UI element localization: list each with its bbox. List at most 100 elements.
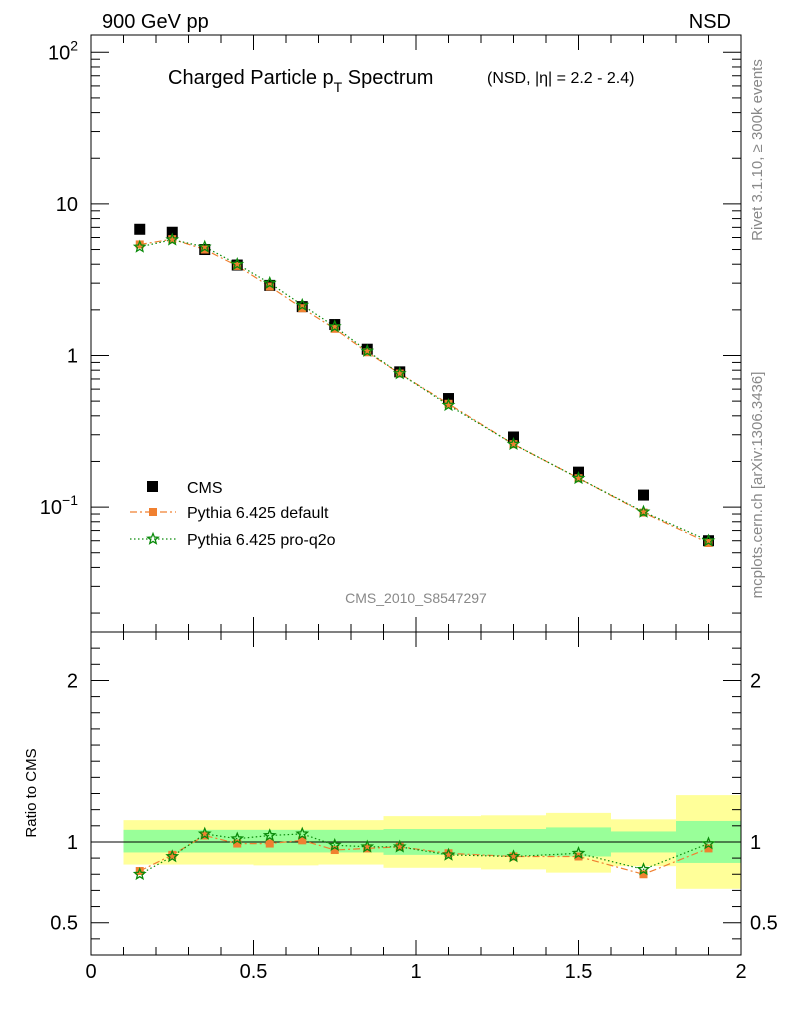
ratio-point-proq2o <box>165 849 180 863</box>
ratio-point-proq2o <box>506 849 521 863</box>
ratio-y-tick-label-right: 2 <box>750 670 761 692</box>
y-tick-label: 10−1 <box>40 492 78 519</box>
x-tick-label: 0.5 <box>240 961 268 983</box>
data-point-default <box>639 508 648 517</box>
ratio-point-default <box>200 831 209 840</box>
chart-title-extra: (NSD, |η| = 2.2 - 2.4) <box>487 70 634 87</box>
legend-marker-proq2o <box>146 531 160 545</box>
y-tick-label-base: 10 <box>40 497 62 519</box>
data-point-proq2o <box>441 397 456 412</box>
data-point-proq2o <box>571 470 586 485</box>
data-point-proq2o <box>360 343 375 357</box>
ratio-y-tick-label: 1 <box>67 832 78 854</box>
data-point-proq2o <box>636 504 651 518</box>
data-point-cms <box>134 223 146 235</box>
y-tick-label-base: 10 <box>56 194 78 216</box>
ratio-point-default <box>509 852 518 861</box>
data-point-default <box>574 474 583 483</box>
chart-title-main: Charged Particle p <box>168 67 334 89</box>
x-axis-labels: 0 0.5 1 1.5 2 <box>85 961 746 983</box>
data-point-default <box>509 440 518 449</box>
chart-title: Charged Particle pT Spectrum <box>168 67 433 95</box>
legend-label-cms: CMS <box>187 480 223 497</box>
data-point-proq2o <box>392 366 407 380</box>
ratio-line <box>139 834 709 875</box>
data-point-proq2o <box>295 297 310 311</box>
y-tick-label-exp: 2 <box>70 37 78 53</box>
data-point-default <box>444 399 453 408</box>
legend-label-default: Pythia 6.425 default <box>187 505 329 522</box>
ratio-point-proq2o <box>701 836 716 850</box>
ratio-point-default <box>265 839 274 848</box>
data-point-proq2o <box>197 239 212 253</box>
ratio-point-default <box>639 870 648 879</box>
data-point-default <box>265 282 274 291</box>
ratio-point-proq2o <box>392 839 407 853</box>
data-point-proq2o <box>132 239 147 253</box>
ratio-point-proq2o <box>132 866 147 881</box>
ratio-point-proq2o <box>295 826 310 840</box>
ratio-point-default <box>233 839 242 848</box>
main-marks <box>132 223 716 547</box>
ratio-y-tick-label: 0.5 <box>50 913 78 935</box>
chart-title-sub: T <box>334 79 343 95</box>
ratio-y-tick-label-right: 1 <box>750 832 761 854</box>
ratio-point-default <box>135 867 144 876</box>
ratio-point-proq2o <box>230 831 245 845</box>
ratio-panel: 0.5 0.5 1 1 2 2 Ratio to CMS <box>23 631 778 956</box>
y-tick-label: 10 <box>56 194 78 216</box>
y-tick-label-base: 10 <box>48 42 70 64</box>
ratio-point-default <box>444 849 453 858</box>
ratio-point-default <box>363 844 372 853</box>
ratio-point-proq2o <box>360 839 375 853</box>
ratio-point-proq2o <box>197 826 212 840</box>
chart-title-main2: Spectrum <box>342 67 433 89</box>
x-tick-label: 1 <box>410 961 421 983</box>
x-tick-label: 2 <box>735 961 746 983</box>
data-point-proq2o <box>701 533 716 547</box>
legend: CMS Pythia 6.425 default Pythia 6.425 pr… <box>130 480 336 549</box>
legend-label-proq2o: Pythia 6.425 pro-q2o <box>187 532 336 549</box>
ratio-axes: 0.5 0.5 1 1 2 2 <box>50 632 778 955</box>
x-tick-label: 1.5 <box>565 961 593 983</box>
header-left: 900 GeV pp <box>102 11 209 33</box>
data-point-proq2o <box>230 256 245 271</box>
legend-marker-default <box>149 508 157 516</box>
ratio-line <box>139 833 709 875</box>
y-tick-label: 102 <box>48 37 78 64</box>
band-inner <box>156 829 189 853</box>
ratio-point-default <box>168 850 177 859</box>
mcplots-label: mcplots.cern.ch [arXiv:1306.3436] <box>749 372 766 599</box>
data-point-proq2o <box>262 275 277 290</box>
data-point-cms <box>638 489 649 501</box>
data-point-proq2o <box>327 319 342 333</box>
band-inner <box>123 829 156 853</box>
ratio-point-default <box>395 842 404 851</box>
y-tick-label-base: 1 <box>67 345 78 367</box>
series-line <box>139 239 709 542</box>
ratio-point-proq2o <box>327 837 342 852</box>
series-line <box>139 238 709 544</box>
ratio-point-default <box>298 836 307 845</box>
ratio-point-proq2o <box>636 862 651 876</box>
ratio-frame <box>90 631 742 956</box>
ratio-y-tick-label-right: 0.5 <box>750 913 778 935</box>
y-tick-label: 1 <box>67 345 78 367</box>
ratio-point-default <box>574 852 583 861</box>
x-tick-label: 0 <box>85 961 96 983</box>
data-point-default <box>135 240 144 249</box>
ratio-point-proq2o <box>571 845 586 860</box>
data-point-default <box>363 348 372 357</box>
ratio-ylabel: Ratio to CMS <box>23 748 40 837</box>
y-tick-label-exp: −1 <box>62 492 78 508</box>
rivet-label: Rivet 3.1.10, ≥ 300k events <box>749 59 766 241</box>
legend-marker-cms <box>147 481 158 492</box>
data-point-proq2o <box>165 232 180 246</box>
data-point-default <box>168 235 177 244</box>
data-point-default <box>395 369 404 378</box>
data-point-proq2o <box>506 436 521 451</box>
ratio-point-proq2o <box>262 828 277 842</box>
